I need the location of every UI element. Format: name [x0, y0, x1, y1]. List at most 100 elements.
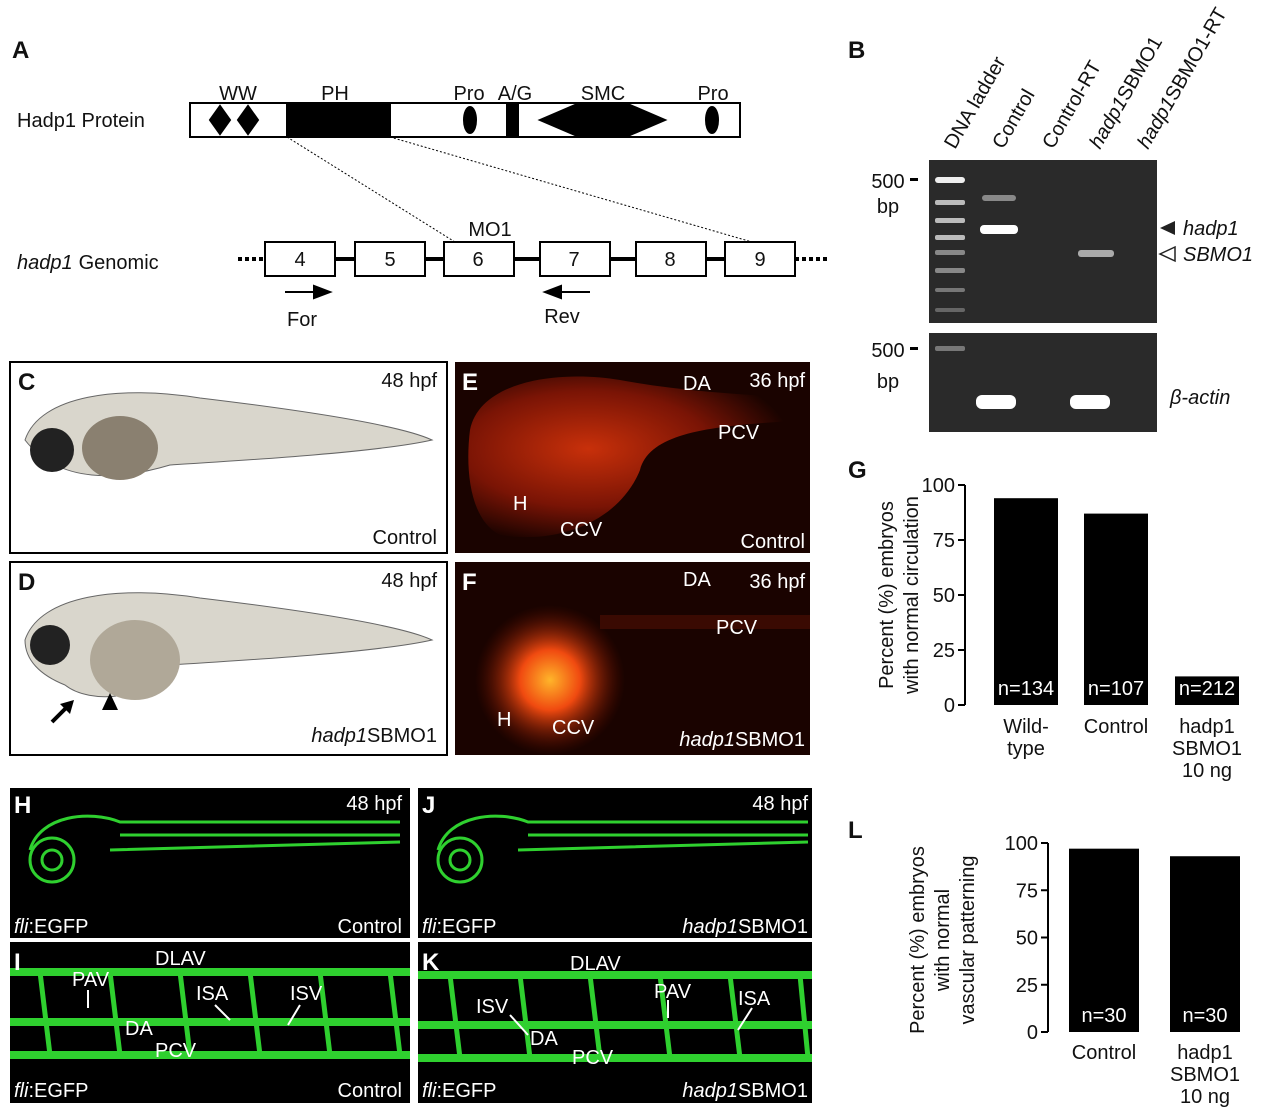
x-tick-label-box: Control	[1083, 716, 1149, 738]
time-label: 48 hpf	[381, 570, 437, 592]
y-axis-label: Percent (%) embryos	[907, 846, 929, 1034]
y-axis-label: with normal circulation	[901, 496, 923, 695]
bar	[1175, 676, 1239, 705]
primer-label: For	[287, 309, 317, 331]
size-unit: bp	[877, 371, 899, 393]
panel-letter: J	[422, 792, 435, 819]
x-tick-label-box: hadp1 SBMO1 10 ng	[1172, 716, 1242, 782]
structure-label: H	[513, 493, 527, 515]
exon	[635, 241, 707, 277]
label-part: hadp1	[1085, 93, 1132, 152]
bar	[994, 498, 1058, 705]
y-tick-label: 0	[1027, 1022, 1038, 1044]
structure-label: DA	[683, 569, 711, 591]
morpholino-label: MO1	[468, 219, 511, 241]
reporter-label: fli:EGFP	[422, 916, 496, 938]
label-part: Control	[988, 86, 1039, 153]
panel-letter: H	[14, 792, 31, 819]
panel-letter: G	[848, 457, 867, 484]
y-axis-label: vascular patterning	[957, 856, 979, 1025]
y-axis-label: with normal	[932, 889, 954, 992]
band-label: hadp1	[1183, 218, 1239, 240]
reporter-label: fli:EGFP	[14, 916, 88, 938]
label-part: :EGFP	[28, 1080, 88, 1102]
exon-label: 8	[664, 249, 675, 271]
label-part: hadp1	[679, 729, 735, 751]
structure-label: H	[497, 709, 511, 731]
bar	[1084, 513, 1148, 705]
gel	[929, 333, 1157, 432]
exon	[354, 241, 426, 277]
fluorescence-signal	[468, 376, 810, 538]
structure-label: CCV	[552, 717, 595, 739]
exon-label: 6	[472, 249, 483, 271]
label-part: :EGFP	[28, 916, 88, 938]
panel-letter: E	[462, 369, 478, 396]
panel-letter: A	[12, 37, 29, 64]
label-part: fli	[422, 916, 437, 938]
label-part: hadp1	[682, 916, 738, 938]
label-part: fli	[422, 1080, 437, 1102]
exon	[539, 241, 611, 277]
y-tick-label: 50	[933, 585, 955, 607]
condition-label: Control	[338, 1080, 402, 1102]
structure-label: DA	[683, 373, 711, 395]
panel-letter: F	[462, 569, 477, 596]
vessel-label: ISA	[196, 983, 229, 1005]
size-marker: 500	[871, 340, 904, 362]
label-part: hadp1	[1133, 93, 1180, 152]
x-tick-label-box: hadp1 SBMO1 10 ng	[1170, 1042, 1240, 1108]
panel-letter: D	[18, 569, 35, 596]
y-tick-label: 25	[933, 640, 955, 662]
bar	[1170, 856, 1240, 1032]
time-label: 48 hpf	[346, 793, 402, 815]
bar-annotation: n=107	[1088, 678, 1144, 700]
condition-label: hadp1SBMO1	[682, 916, 808, 938]
band-label: β-actin	[1169, 387, 1230, 409]
x-tick-label-box: Control	[1071, 1042, 1137, 1064]
size-marker: 500	[871, 171, 904, 193]
vessels	[10, 814, 812, 1062]
exon-label: 5	[384, 249, 395, 271]
exon-label: 7	[568, 249, 579, 271]
vessel-label: PCV	[155, 1040, 197, 1062]
confocal-image	[418, 788, 812, 938]
domain-label: SMC	[581, 83, 625, 105]
x-tick-label: Wild-type	[1003, 716, 1049, 760]
vessel-label: ISA	[738, 988, 771, 1010]
reporter-label: fli:EGFP	[14, 1080, 88, 1102]
reporter-label: fli:EGFP	[422, 1080, 496, 1102]
y-tick-label: 75	[933, 530, 955, 552]
label-part: :EGFP	[436, 1080, 496, 1102]
vessel-label: ISV	[476, 996, 509, 1018]
condition-label: Control	[741, 531, 805, 553]
band-label: SBMO1	[1183, 244, 1253, 266]
bar	[1069, 848, 1139, 1032]
x-tick-label: Control	[1071, 1042, 1137, 1064]
structure-label: PCV	[718, 422, 760, 444]
domain-label: Pro	[453, 83, 484, 105]
y-tick-label: 100	[1005, 833, 1038, 855]
time-label: 48 hpf	[381, 370, 437, 392]
time-label: 36 hpf	[749, 571, 805, 593]
label-part: fli	[14, 916, 29, 938]
label-part: fli	[14, 1080, 29, 1102]
y-axis-label: Percent (%) embryos	[876, 501, 898, 689]
y-tick-label: 25	[1016, 975, 1038, 997]
structure-label: CCV	[560, 519, 603, 541]
x-tick-label: Control	[1083, 716, 1149, 738]
label-part: SBMO1-RT	[1161, 4, 1232, 104]
gel	[929, 160, 1157, 323]
time-label: 36 hpf	[749, 370, 805, 392]
arrows	[87, 990, 753, 1036]
domain-label: Pro	[697, 83, 728, 105]
label-part: SBMO1	[738, 916, 808, 938]
exon-label: 9	[754, 249, 765, 271]
label-part: :EGFP	[436, 916, 496, 938]
label-part: hadp1	[311, 725, 367, 747]
domain-label: PH	[321, 83, 349, 105]
time-label: 48 hpf	[752, 793, 808, 815]
primer-label: Rev	[544, 306, 580, 328]
